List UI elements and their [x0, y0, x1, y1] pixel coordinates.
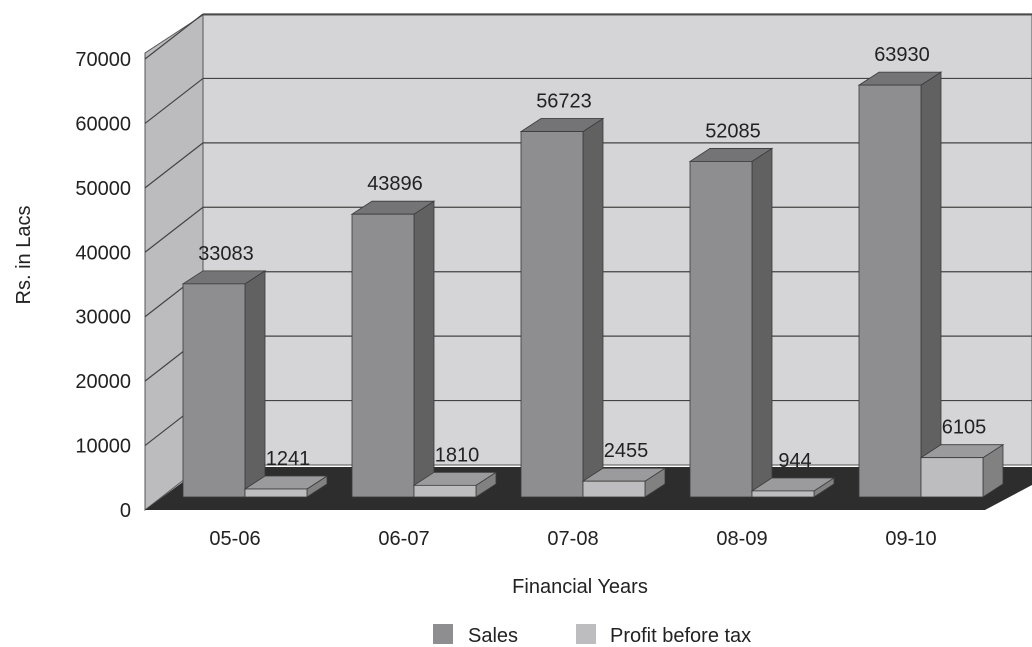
data-label: 63930 — [874, 44, 930, 66]
bar-front — [582, 480, 646, 498]
bar-sales-08-09 — [688, 147, 774, 498]
bar-front — [351, 213, 415, 498]
bar-front — [689, 161, 753, 498]
y-tick-label: 40000 — [75, 242, 131, 264]
legend-label-sales: Sales — [468, 625, 518, 647]
bar-front — [244, 488, 308, 498]
data-label: 6105 — [942, 417, 987, 439]
data-label: 33083 — [198, 243, 254, 265]
data-labels: 33083 1241 43896 1810 56723 2455 52085 944 63930… — [198, 44, 986, 472]
y-tick-label: 70000 — [75, 49, 131, 71]
gridline-side — [144, 13, 204, 60]
data-label: 944 — [778, 450, 811, 472]
x-tick-label: 07-08 — [547, 528, 598, 550]
bar-profit-08-09 — [750, 477, 836, 498]
y-tick-label: 60000 — [75, 113, 131, 135]
bar-sales-07-08 — [519, 117, 605, 498]
data-label: 56723 — [536, 91, 592, 113]
x-tick-label: 09-10 — [885, 528, 936, 550]
y-axis-title: Rs. in Lacs — [13, 206, 35, 305]
y-tick-label: 0 — [120, 500, 131, 522]
legend-swatch-sales — [433, 624, 453, 644]
data-label: 43896 — [367, 173, 423, 195]
data-label: 52085 — [705, 120, 761, 142]
data-label: 1241 — [266, 448, 311, 470]
bar-side — [920, 71, 942, 498]
bar-front — [520, 131, 584, 498]
bar-sales-05-06 — [181, 270, 267, 498]
x-tick-label: 08-09 — [716, 528, 767, 550]
bar-front — [858, 84, 922, 498]
legend-swatch-profit — [576, 624, 596, 644]
bar-side — [244, 270, 266, 498]
bar-sales-06-07 — [350, 200, 436, 498]
x-tick-label: 05-06 — [209, 528, 260, 550]
bar-sales-09-10 — [857, 71, 943, 498]
bar-profit-09-10 — [919, 443, 1005, 498]
bar-profit-05-06 — [243, 475, 329, 498]
bar-profit-07-08 — [581, 467, 667, 498]
gridline-side — [144, 206, 204, 253]
bar-side — [582, 117, 604, 498]
x-ticks: 05-06 06-07 07-08 08-09 09-10 — [209, 528, 936, 550]
x-axis-title: Financial Years — [512, 576, 648, 598]
bars — [181, 71, 1005, 498]
legend: Sales Profit before tax — [433, 624, 751, 647]
gridline-side — [144, 77, 204, 124]
bar-front — [413, 484, 477, 498]
y-tick-label: 20000 — [75, 371, 131, 393]
gridline-side — [144, 142, 204, 189]
bar-front — [920, 457, 984, 498]
y-tick-label: 50000 — [75, 178, 131, 200]
data-label: 1810 — [435, 444, 480, 466]
x-tick-label: 06-07 — [378, 528, 429, 550]
bar-side — [413, 200, 435, 498]
y-ticks: 0 10000 20000 30000 40000 50000 60000 70000 — [75, 49, 131, 522]
bar-side — [751, 147, 773, 498]
legend-label-profit: Profit before tax — [610, 625, 751, 647]
bar-profit-06-07 — [412, 471, 498, 498]
bar-front — [182, 283, 246, 498]
bar-front — [751, 490, 815, 498]
data-label: 2455 — [604, 440, 649, 462]
y-tick-label: 10000 — [75, 436, 131, 458]
y-tick-label: 30000 — [75, 307, 131, 329]
